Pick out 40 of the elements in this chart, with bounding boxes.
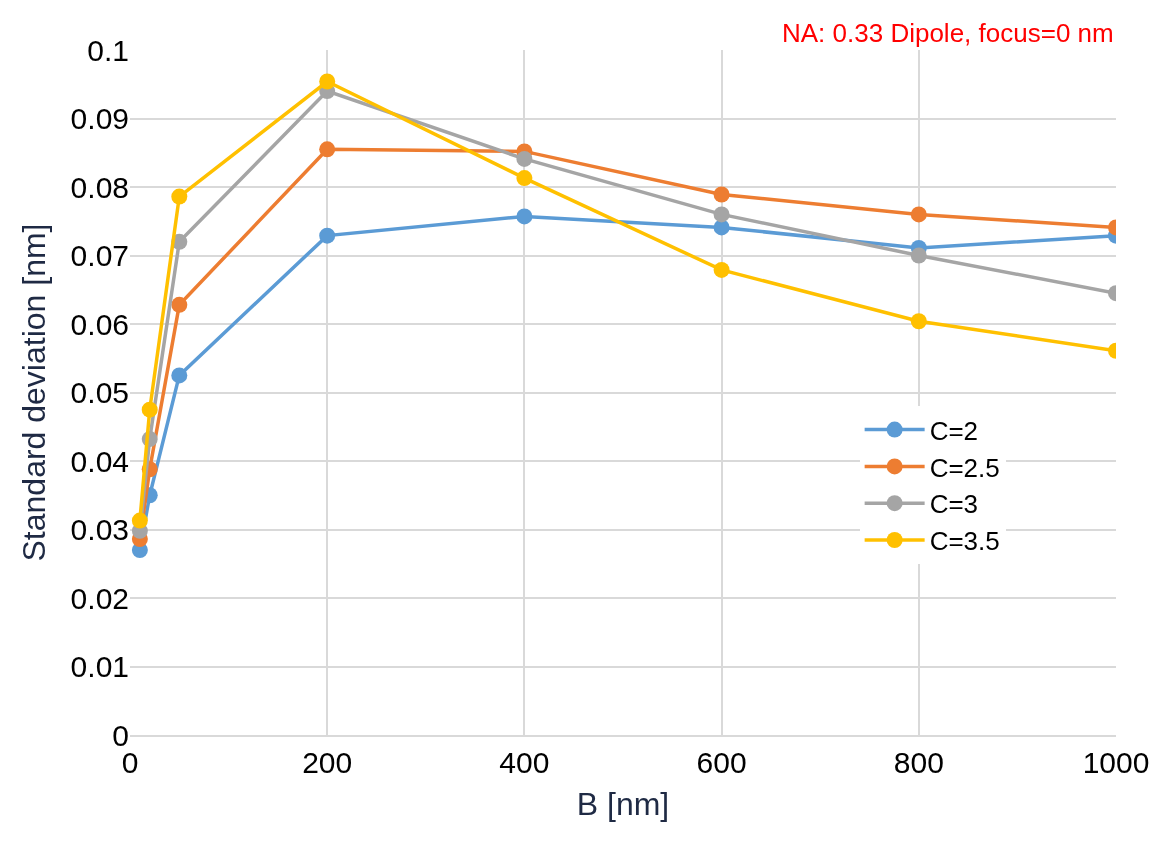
point — [516, 170, 533, 187]
point — [516, 208, 533, 225]
legend-label: C=2 — [929, 415, 979, 446]
legend-label: C=3 — [929, 489, 979, 520]
y-tick-label: 0.01 — [70, 650, 129, 683]
point — [516, 150, 533, 167]
point — [319, 73, 336, 90]
point — [713, 186, 730, 203]
y-tick-label: 0.03 — [70, 513, 129, 546]
point — [910, 247, 927, 264]
point — [910, 206, 927, 223]
y-tick-label: 0.08 — [70, 170, 129, 204]
x-tick-label: 1000 — [1082, 746, 1150, 779]
point — [141, 401, 158, 418]
point — [171, 188, 188, 205]
y-tick-label: 0.06 — [70, 307, 129, 341]
y-tick-label: 0.04 — [70, 444, 129, 478]
point — [910, 313, 927, 330]
x-tick-label: 600 — [696, 746, 747, 779]
legend-label: C=2.5 — [929, 452, 1000, 483]
y-tick-label: 0.07 — [70, 239, 129, 272]
point — [319, 227, 336, 244]
x-tick-label: 400 — [499, 746, 550, 779]
x-tick-label: 200 — [302, 746, 353, 779]
y-tick-label: 0.1 — [87, 33, 129, 67]
point — [171, 367, 188, 384]
point — [171, 296, 188, 313]
y-tick-label: 0.02 — [70, 581, 129, 615]
text: NA: 0.33 Dipole, focus=0 nm — [782, 18, 1114, 48]
legend-label: C=3.5 — [929, 526, 1000, 557]
y-tick-label: 0 — [112, 718, 129, 752]
x-tick-label: 800 — [893, 746, 944, 779]
y-tick-label: 0.09 — [70, 102, 129, 135]
point — [131, 512, 148, 529]
y-tick-label: 0.05 — [70, 376, 129, 409]
point — [713, 206, 730, 223]
point — [713, 261, 730, 278]
x-axis-title: B [nm] — [576, 786, 670, 823]
point — [319, 141, 336, 158]
y-axis-title: Standard deviation [nm] — [15, 223, 52, 562]
